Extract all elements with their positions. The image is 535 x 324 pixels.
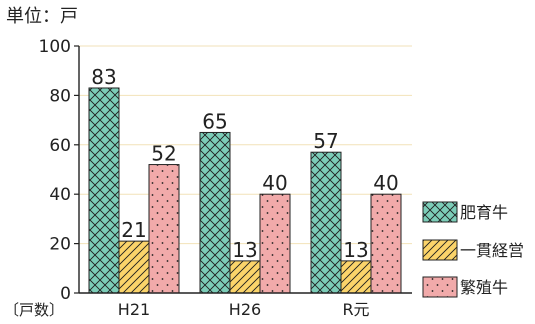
y-tick-label: 40	[49, 185, 71, 205]
legend-swatch-0	[422, 201, 458, 223]
bar-1-0	[118, 240, 150, 294]
bar-2-1	[259, 193, 291, 294]
y-tick-label: 100	[39, 37, 71, 57]
x-tick-label: H21	[118, 300, 150, 319]
data-label: 40	[373, 171, 398, 195]
bar-2-0	[148, 164, 180, 294]
legend-swatch-1	[422, 239, 458, 261]
data-label: 13	[232, 238, 257, 262]
data-label: 13	[343, 238, 368, 262]
bar-2-2	[370, 193, 402, 294]
unit-label: 単位：戸	[6, 6, 78, 27]
y-tick-label: 0	[60, 284, 71, 304]
axes	[74, 45, 412, 294]
legend-swatch-2	[422, 276, 458, 298]
data-label: 83	[91, 65, 116, 89]
bars	[88, 87, 402, 294]
x-tick-label: R元	[342, 300, 369, 319]
bar-0-1	[199, 131, 231, 294]
bar-1-2	[340, 260, 372, 294]
bar-0-2	[310, 151, 342, 294]
gridlines	[79, 45, 412, 245]
x-tick-label: H26	[229, 300, 261, 319]
data-label: 21	[121, 218, 146, 242]
data-label: 65	[202, 109, 227, 133]
bar-1-1	[229, 260, 261, 294]
data-label: 57	[313, 129, 338, 153]
legend-label: 肥育牛	[460, 203, 508, 222]
legend-label: 一貫経営	[460, 241, 524, 260]
data-label: 52	[151, 142, 176, 166]
legend-label: 繁殖牛	[460, 278, 508, 297]
labels: 0 20 40 60 80 100 83 65 57 21 13 13 52 40 40 H21 H26 R元 〔戸…	[4, 37, 399, 319]
y-tick-label: 20	[49, 235, 71, 255]
y-unit-label: 〔戸数〕	[4, 301, 64, 319]
y-tick-label: 60	[49, 136, 71, 156]
y-tick-label: 80	[49, 86, 71, 106]
bar-0-0	[88, 87, 120, 294]
data-label: 40	[262, 171, 287, 195]
